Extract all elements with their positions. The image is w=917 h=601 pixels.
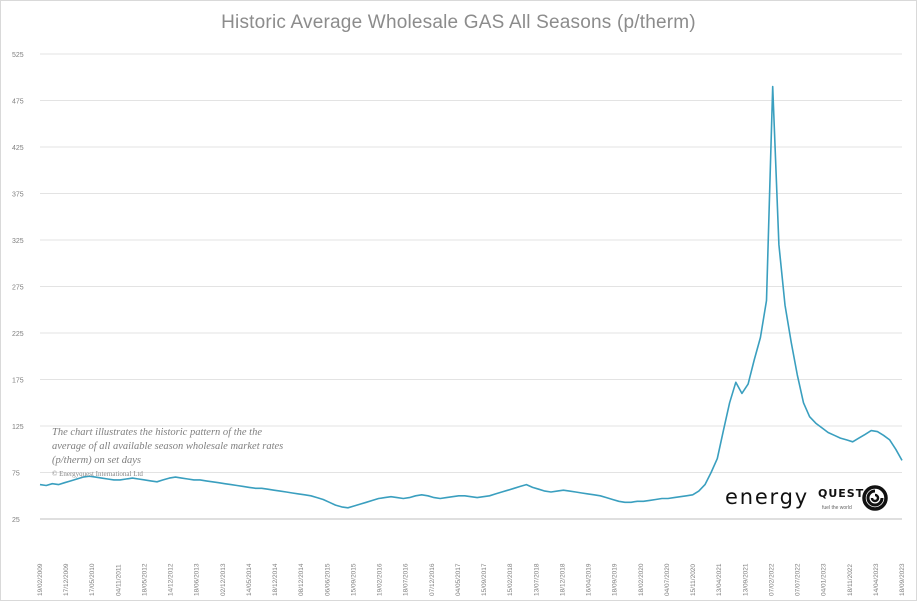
x-tick-label: 18/09/2023: [899, 563, 906, 596]
x-tick-label: 15/11/2020: [690, 564, 697, 596]
series-line-0: [39, 85, 903, 509]
y-tick-label: 475: [12, 99, 24, 106]
x-tick-label: 04/01/2023: [821, 563, 828, 596]
energyquest-logo: energy QUEST fuel the world: [722, 483, 892, 517]
chart-note-text: The chart illustrates the historic patte…: [52, 427, 284, 466]
x-tick-label: 15/09/2015: [350, 563, 357, 596]
logo-quest: QUEST: [818, 487, 865, 500]
x-tick-label: 18/11/2022: [847, 564, 854, 596]
chart-note-copyright: © Energyquest International Ltd: [52, 470, 143, 478]
x-tick-label: 13/04/2021: [716, 563, 723, 596]
x-tick-label: 07/02/2022: [768, 563, 775, 596]
x-tick-label: 18/12/2014: [272, 563, 279, 596]
x-tick-label: 18/02/2020: [638, 563, 645, 596]
chart-title: Historic Average Wholesale GAS All Seaso…: [221, 12, 696, 33]
x-tick-label: 04/11/2011: [115, 564, 122, 596]
x-tick-label: 04/07/2020: [664, 563, 671, 596]
logo-word: energy: [725, 485, 809, 509]
x-tick-label: 18/06/2013: [194, 563, 201, 596]
chart-note: The chart illustrates the historic patte…: [52, 426, 287, 479]
y-tick-label: 425: [12, 145, 24, 152]
y-tick-label: 325: [12, 238, 24, 245]
x-tick-label: 14/04/2023: [873, 563, 880, 596]
y-tick-label: 275: [12, 285, 24, 292]
y-tick-label: 75: [12, 471, 20, 478]
x-tick-label: 18/05/2012: [141, 563, 148, 596]
x-tick-label: 04/05/2017: [455, 563, 462, 596]
x-tick-label: 18/12/2018: [559, 563, 566, 596]
x-tick-label: 07/07/2022: [795, 563, 802, 596]
x-tick-label: 06/06/2015: [324, 563, 331, 596]
y-tick-label: 125: [12, 424, 24, 431]
x-tick-label: 17/12/2009: [63, 563, 70, 596]
y-tick-label: 525: [12, 52, 24, 59]
x-tick-label: 19/02/2016: [377, 563, 384, 596]
x-tick-label: 13/07/2018: [533, 563, 540, 596]
x-tick-label: 17/05/2010: [89, 563, 96, 596]
logo-tagline: fuel the world: [822, 505, 852, 511]
x-tick-label: 08/12/2014: [298, 563, 305, 596]
y-tick-label: 175: [12, 378, 24, 385]
y-tick-label: 225: [12, 331, 24, 338]
logo-swirl-icon: [862, 485, 888, 511]
x-tick-label: 14/05/2014: [246, 563, 253, 596]
x-tick-label: 19/02/2009: [37, 563, 44, 596]
x-tick-label: 02/12/2013: [220, 563, 227, 596]
x-tick-label: 13/09/2021: [742, 563, 749, 596]
y-tick-label: 375: [12, 192, 24, 199]
x-tick-label: 18/09/2019: [612, 563, 619, 596]
x-tick-label: 16/04/2019: [586, 563, 593, 596]
x-tick-label: 18/07/2016: [403, 563, 410, 596]
y-tick-label: 25: [12, 517, 20, 524]
x-tick-label: 07/12/2016: [429, 563, 436, 596]
x-tick-label: 14/12/2012: [168, 563, 175, 596]
x-tick-label: 15/09/2017: [481, 563, 488, 596]
x-tick-label: 15/02/2018: [507, 563, 514, 596]
